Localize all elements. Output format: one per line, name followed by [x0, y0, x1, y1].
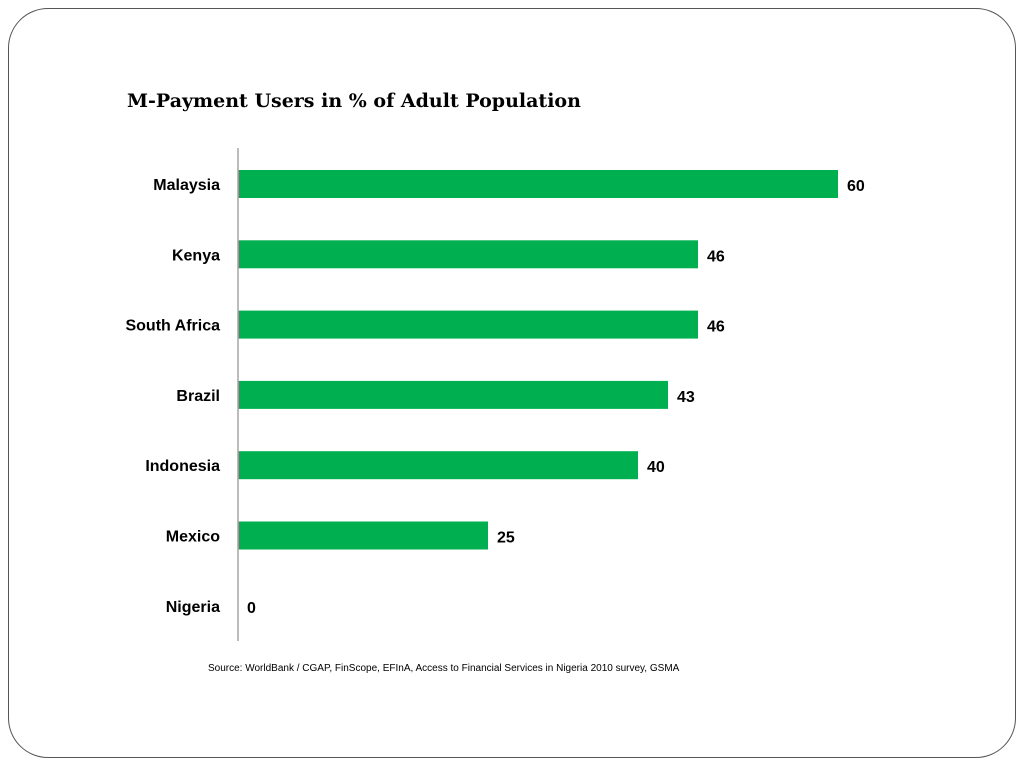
category-label: Malaysia	[153, 177, 220, 194]
bar	[238, 521, 488, 550]
bar	[238, 170, 838, 198]
data-label: 43	[677, 389, 695, 406]
bar	[238, 380, 668, 409]
bar	[238, 240, 698, 269]
category-label: Nigeria	[166, 599, 220, 616]
bar	[238, 310, 698, 339]
chart-title: M-Payment Users in % of Adult Population	[127, 90, 581, 112]
data-label: 46	[707, 319, 725, 336]
category-label: Brazil	[176, 388, 220, 405]
category-label: Indonesia	[145, 458, 220, 475]
category-label: South Africa	[125, 318, 220, 335]
category-label: Kenya	[172, 247, 220, 264]
data-label: 25	[497, 530, 515, 547]
data-label: 0	[247, 600, 256, 617]
bar-group: Malaysia 60 Kenya 46 South Africa 46 Brazil 43 I…	[125, 170, 865, 617]
category-label: Mexico	[166, 529, 220, 546]
data-label: 46	[707, 248, 725, 265]
bar	[238, 451, 638, 480]
source-note: Source: WorldBank / CGAP, FinScope, EFIn…	[208, 663, 680, 674]
data-label: 60	[847, 178, 865, 195]
data-label: 40	[647, 459, 665, 476]
